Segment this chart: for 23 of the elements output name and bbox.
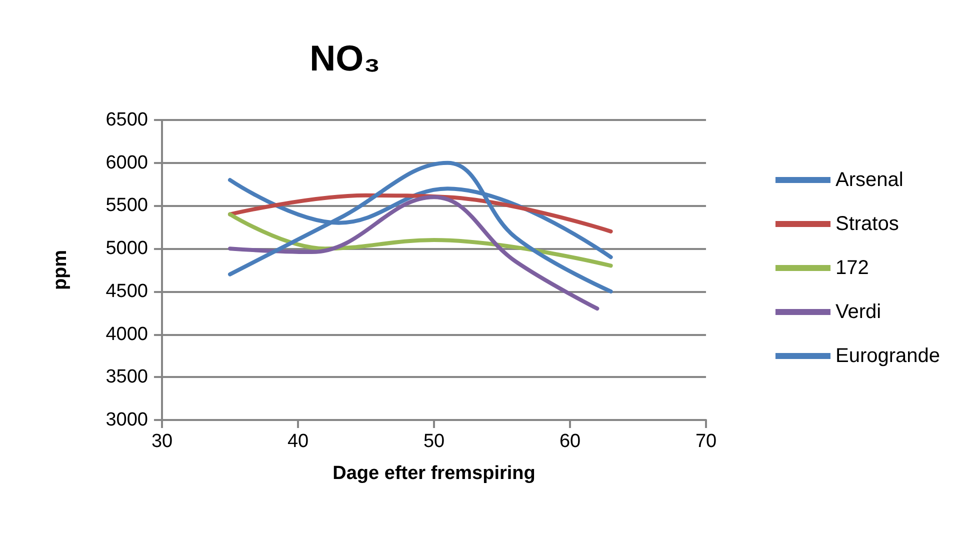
line-series bbox=[228, 160, 613, 294]
y-tick-label: 3000 bbox=[106, 410, 148, 430]
legend-label: Arsenal bbox=[835, 169, 904, 191]
y-tick-label: 3500 bbox=[106, 366, 148, 388]
y-tick-label: 6500 bbox=[106, 110, 148, 130]
x-tick-label: 30 bbox=[151, 431, 173, 452]
x-tick-label: 60 bbox=[559, 431, 581, 452]
line-series bbox=[228, 195, 600, 311]
x-tick-label: 40 bbox=[287, 431, 309, 452]
legend-label: Verdi bbox=[835, 301, 882, 323]
y-tick-label: 4000 bbox=[106, 324, 148, 345]
y-tick-label: 4500 bbox=[106, 280, 148, 302]
y-tick-label: 6000 bbox=[106, 152, 148, 174]
legend-label: 172 bbox=[835, 257, 869, 279]
chart-title: NO₃ bbox=[310, 38, 380, 78]
legend-label: Eurogrande bbox=[835, 345, 940, 367]
legend-label: Stratos bbox=[835, 213, 899, 235]
y-tick-label: 5000 bbox=[106, 238, 148, 260]
y-axis-title: ppm bbox=[50, 250, 71, 290]
x-tick-label: 50 bbox=[423, 431, 445, 452]
y-tick-label: 5500 bbox=[106, 195, 148, 216]
x-axis-title: Dage efter fremspiring bbox=[332, 463, 536, 484]
x-tick-label: 70 bbox=[695, 431, 717, 452]
